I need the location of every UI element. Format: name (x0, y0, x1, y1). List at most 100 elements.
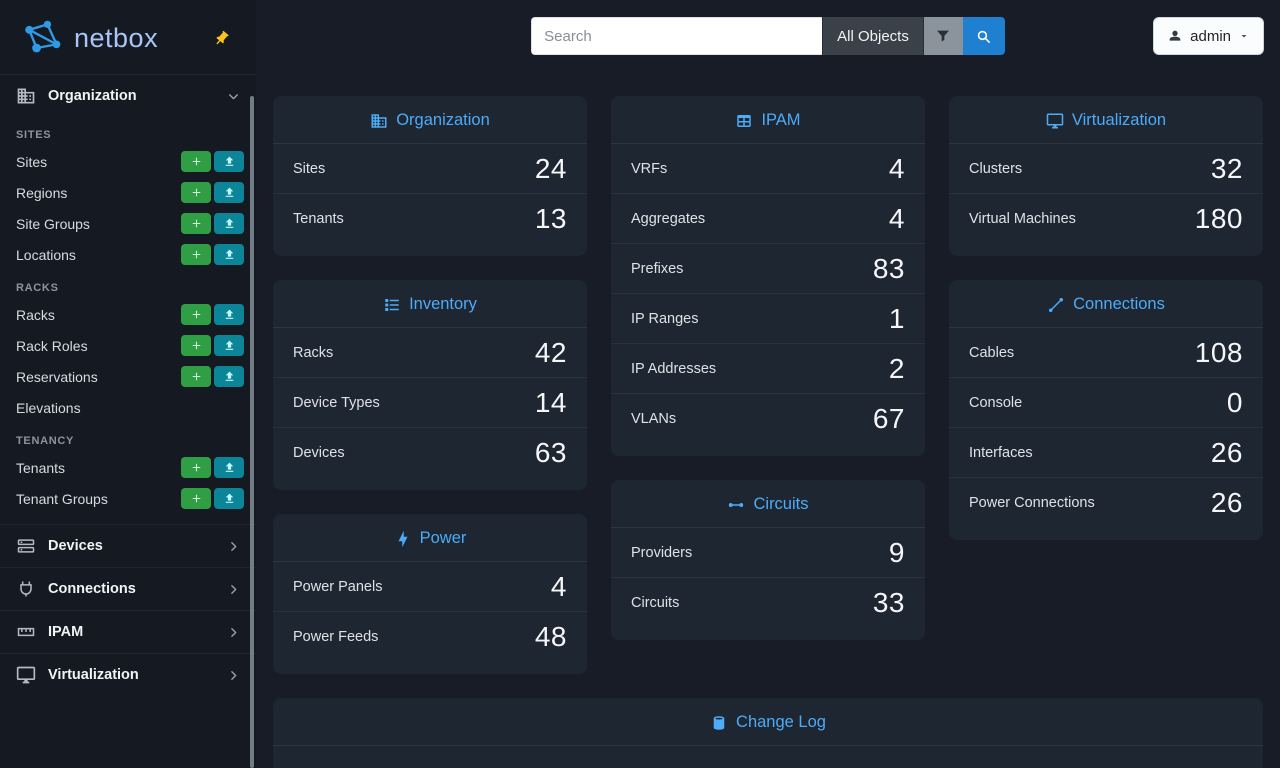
database-icon (710, 714, 728, 732)
user-menu-button[interactable]: admin (1153, 17, 1264, 55)
stat-row-virtual-machines[interactable]: Virtual Machines 180 (949, 194, 1263, 244)
stat-value: 9 (888, 536, 905, 568)
stat-row-aggregates[interactable]: Aggregates 4 (611, 194, 925, 244)
import-button[interactable] (214, 488, 244, 509)
monitor-icon (16, 665, 36, 685)
sidebar-item-site-groups[interactable]: Site Groups (0, 208, 256, 239)
sidebar-item-reservations[interactable]: Reservations (0, 361, 256, 392)
add-button[interactable] (181, 366, 211, 387)
stat-value: 26 (1210, 436, 1243, 468)
add-button[interactable] (181, 244, 211, 265)
stat-label: Devices (293, 445, 345, 461)
sidebar-group-virtualization[interactable]: Virtualization (0, 653, 256, 696)
stat-row-ip-addresses[interactable]: IP Addresses 2 (611, 344, 925, 394)
power-card-title[interactable]: Power (273, 514, 587, 562)
stat-row-device-types[interactable]: Device Types 14 (273, 378, 587, 428)
changelog-section: Change Log (256, 674, 1280, 768)
dashboard-column-1: Organization Sites 24 Tenants 13 Inv (273, 96, 587, 674)
import-button[interactable] (214, 213, 244, 234)
import-button[interactable] (214, 335, 244, 356)
stat-row-circuits[interactable]: Circuits 33 (611, 578, 925, 628)
import-button[interactable] (214, 366, 244, 387)
search-input[interactable] (531, 17, 823, 55)
import-button[interactable] (214, 182, 244, 203)
upload-icon (223, 339, 236, 352)
import-button[interactable] (214, 457, 244, 478)
upload-icon (223, 492, 236, 505)
stat-row-ip-ranges[interactable]: IP Ranges 1 (611, 294, 925, 344)
add-button[interactable] (181, 335, 211, 356)
stat-row-sites[interactable]: Sites 24 (273, 144, 587, 194)
stat-value: 32 (1210, 152, 1243, 184)
stat-value: 33 (872, 587, 905, 618)
sidebar-group-organization[interactable]: Organization (0, 74, 256, 117)
power-card: Power Power Panels 4 Power Feeds 48 (273, 514, 587, 674)
stat-value: 2 (888, 352, 905, 384)
sidebar-item-tenants[interactable]: Tenants (0, 452, 256, 483)
card-title-text: Inventory (409, 295, 477, 313)
stat-row-vrfs[interactable]: VRFs 4 (611, 144, 925, 194)
add-button[interactable] (181, 151, 211, 172)
stat-row-power-connections[interactable]: Power Connections 26 (949, 478, 1263, 528)
card-title-text: Connections (1073, 295, 1165, 313)
sidebar-item-label: Tenants (16, 459, 66, 476)
stat-label: Power Feeds (293, 629, 379, 645)
sidebar-item-rack-roles[interactable]: Rack Roles (0, 330, 256, 361)
stat-row-console[interactable]: Console 0 (949, 378, 1263, 428)
sidebar-item-regions[interactable]: Regions (0, 177, 256, 208)
connections-card-title[interactable]: Connections (949, 280, 1263, 328)
sidebar-item-tenant-groups[interactable]: Tenant Groups (0, 483, 256, 514)
add-button[interactable] (181, 304, 211, 325)
stat-row-power-feeds[interactable]: Power Feeds 48 (273, 612, 587, 662)
stat-row-tenants[interactable]: Tenants 13 (273, 194, 587, 244)
import-button[interactable] (214, 304, 244, 325)
funnel-icon (935, 28, 951, 44)
add-button[interactable] (181, 457, 211, 478)
section-heading-sites: SITES (16, 129, 52, 141)
stat-row-clusters[interactable]: Clusters 32 (949, 144, 1263, 194)
connections-card: Connections Cables 108 Console 0 Interfa… (949, 280, 1263, 540)
stat-row-cables[interactable]: Cables 108 (949, 328, 1263, 378)
add-button[interactable] (181, 213, 211, 234)
ruler-icon (16, 622, 36, 642)
sidebar-item-racks[interactable]: Racks (0, 299, 256, 330)
organization-card-title[interactable]: Organization (273, 96, 587, 144)
sidebar-item-sites[interactable]: Sites (0, 146, 256, 177)
plus-icon (190, 461, 203, 474)
organization-card: Organization Sites 24 Tenants 13 (273, 96, 587, 256)
upload-icon (223, 308, 236, 321)
inventory-card-title[interactable]: Inventory (273, 280, 587, 328)
sidebar-item-elevations[interactable]: Elevations (0, 392, 256, 423)
virtualization-card-title[interactable]: Virtualization (949, 96, 1263, 144)
import-button[interactable] (214, 151, 244, 172)
sidebar-group-devices[interactable]: Devices (0, 524, 256, 567)
stat-row-power-panels[interactable]: Power Panels 4 (273, 562, 587, 612)
netbox-logo[interactable]: netbox (0, 0, 256, 74)
search-submit-button[interactable] (962, 17, 1005, 55)
sidebar-scrollbar[interactable] (250, 96, 254, 768)
sidebar-group-connections[interactable]: Connections (0, 567, 256, 610)
netbox-logo-text: netbox (74, 22, 159, 53)
changelog-card-title[interactable]: Change Log (273, 698, 1263, 746)
filter-button[interactable] (922, 17, 963, 55)
add-button[interactable] (181, 488, 211, 509)
search-scope-button[interactable]: All Objects (822, 17, 923, 55)
add-button[interactable] (181, 182, 211, 203)
stat-row-interfaces[interactable]: Interfaces 26 (949, 428, 1263, 478)
sidebar-group-ipam[interactable]: IPAM (0, 610, 256, 653)
sidebar-item-locations[interactable]: Locations (0, 239, 256, 270)
lightning-bolt-icon (394, 530, 412, 548)
stat-label: Tenants (293, 211, 344, 227)
card-title-text: Circuits (753, 495, 809, 513)
stat-value: 108 (1194, 336, 1243, 368)
stat-row-providers[interactable]: Providers 9 (611, 528, 925, 578)
circuits-card-title[interactable]: Circuits (611, 480, 925, 528)
stat-row-devices[interactable]: Devices 63 (273, 428, 587, 478)
stat-row-vlans[interactable]: VLANs 67 (611, 394, 925, 444)
ipam-card-title[interactable]: IPAM (611, 96, 925, 144)
stat-row-racks[interactable]: Racks 42 (273, 328, 587, 378)
stat-row-prefixes[interactable]: Prefixes 83 (611, 244, 925, 294)
pin-sidebar-button[interactable] (211, 28, 232, 49)
import-button[interactable] (214, 244, 244, 265)
upload-icon (223, 461, 236, 474)
